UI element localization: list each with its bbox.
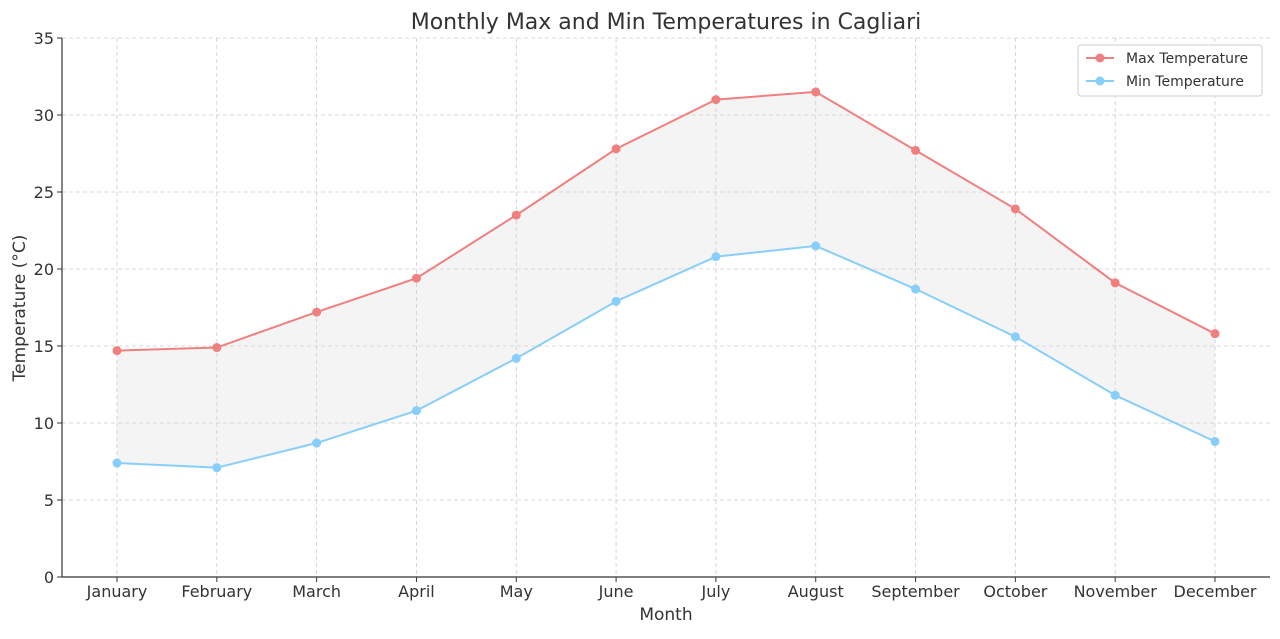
x-tick-label: September [871, 582, 960, 601]
chart-title: Monthly Max and Min Temperatures in Cagl… [411, 10, 922, 35]
data-point [611, 144, 621, 154]
data-point [212, 343, 222, 353]
axes: 0 5 10 15 20 25 30 35 January February March April M… [34, 29, 1270, 601]
series-line [116, 90, 1216, 352]
data-point [1210, 436, 1220, 446]
x-tick-label: May [500, 582, 533, 601]
y-tick-label: 0 [44, 568, 54, 587]
data-point [711, 95, 721, 105]
x-tick-label: March [292, 582, 341, 601]
x-tick-label: August [788, 582, 844, 601]
x-tick-label: October [983, 582, 1047, 601]
x-axis-label: Month [639, 605, 692, 625]
data-point [511, 353, 521, 363]
y-tick-label: 5 [44, 491, 54, 510]
series-line [116, 244, 1216, 469]
series-1 [112, 241, 1220, 473]
x-tick-label: November [1074, 582, 1158, 601]
data-point [1110, 390, 1120, 400]
data-point [711, 252, 721, 262]
x-tick-label: February [181, 582, 252, 601]
legend: Max Temperature Min Temperature [1077, 44, 1263, 97]
series-0 [112, 87, 1220, 356]
data-point [411, 406, 421, 416]
legend-label: Min Temperature [1126, 74, 1244, 90]
y-axis-label: Temperature (°C) [10, 235, 30, 383]
data-point [811, 241, 821, 251]
data-point [911, 284, 921, 294]
legend-label: Max Temperature [1126, 51, 1248, 67]
data-point [312, 438, 322, 448]
x-tick-label: June [598, 582, 634, 601]
data-point [411, 273, 421, 283]
y-tick-label: 30 [34, 106, 54, 125]
data-point [1210, 329, 1220, 339]
data-point [911, 145, 921, 155]
legend-marker [1095, 53, 1105, 63]
y-tick-label: 35 [34, 29, 54, 48]
x-tick-label: July [701, 582, 731, 601]
grid [62, 37, 1270, 578]
legend-marker [1095, 76, 1105, 86]
y-tick-label: 20 [34, 260, 54, 279]
data-point [112, 346, 122, 356]
data-point [112, 458, 122, 468]
data-point [811, 87, 821, 97]
data-point [1010, 332, 1020, 342]
data-point [511, 210, 521, 220]
x-tick-label: January [86, 582, 148, 601]
data-point [312, 307, 322, 317]
data-point [1110, 278, 1120, 288]
y-tick-label: 10 [34, 414, 54, 433]
x-tick-label: April [398, 582, 435, 601]
data-point [1010, 204, 1020, 214]
fill-between-area [117, 91, 1215, 468]
y-tick-label: 15 [34, 337, 54, 356]
data-point [212, 463, 222, 473]
y-tick-label: 25 [34, 183, 54, 202]
data-point [611, 296, 621, 306]
x-tick-label: December [1174, 582, 1257, 601]
